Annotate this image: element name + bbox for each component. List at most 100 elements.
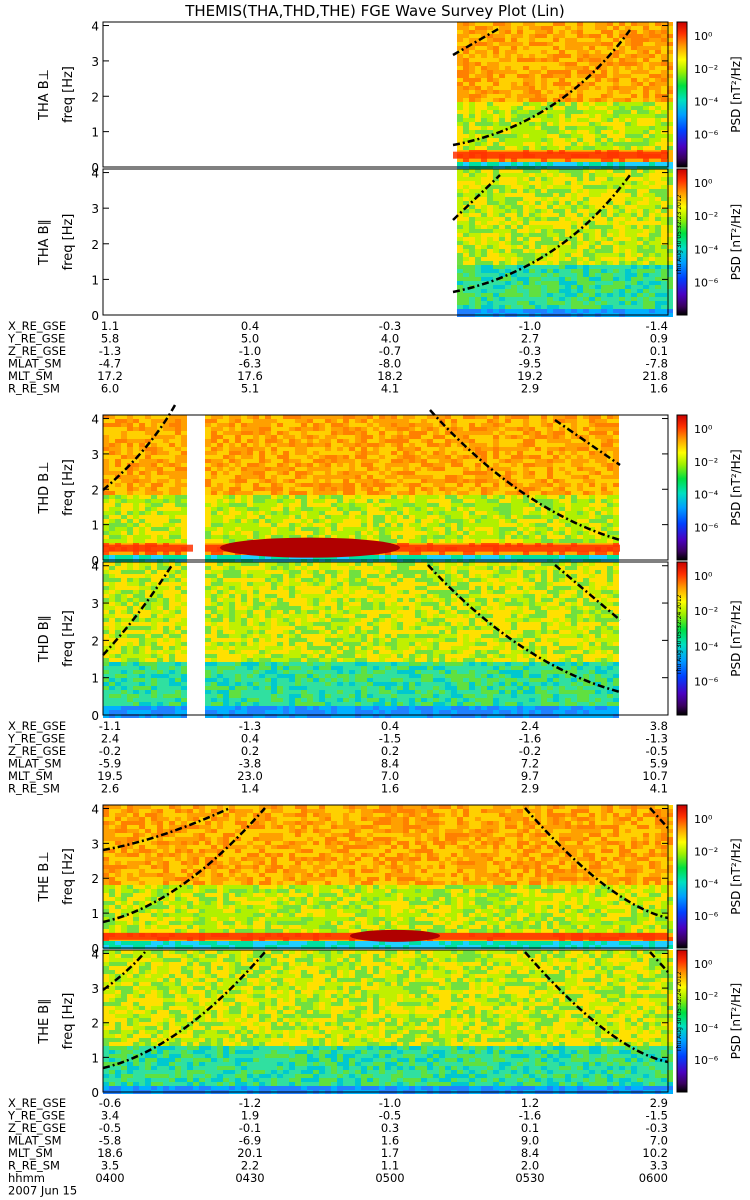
- spectrogram-cell: [565, 70, 571, 74]
- spectrogram-cell: [475, 146, 481, 150]
- spectrogram-cell: [649, 146, 655, 150]
- spectrogram-cell: [667, 86, 673, 90]
- spectrogram-cell: [583, 54, 589, 58]
- spectrogram-cell: [115, 491, 121, 495]
- spectrogram-cell: [529, 201, 535, 205]
- spectrogram-cell: [469, 483, 475, 487]
- spectrogram-cell: [295, 439, 301, 443]
- spectrogram-cell: [565, 102, 571, 106]
- spectrogram-cell: [613, 217, 619, 221]
- spectrogram-cell: [505, 237, 511, 241]
- spectrogram-cell: [217, 467, 223, 471]
- spectrogram-cell: [547, 245, 553, 249]
- spectrogram-cell: [535, 241, 541, 245]
- spectrogram-cell: [343, 439, 349, 443]
- spectrogram-cell: [643, 285, 649, 289]
- spectrogram-cell: [247, 511, 253, 515]
- spectrogram-cell: [403, 507, 409, 511]
- spectrogram-cell: [223, 427, 229, 431]
- spectrogram-cell: [649, 166, 655, 170]
- spectrogram-cell: [607, 58, 613, 62]
- spectrogram-cell: [571, 427, 577, 431]
- spectrogram-cell: [649, 138, 655, 142]
- spectrogram-cell: [241, 443, 247, 447]
- spectrogram-cell: [577, 46, 583, 50]
- spectrogram-cell: [523, 82, 529, 86]
- spectrogram-cell: [475, 42, 481, 46]
- spectrogram-cell: [553, 277, 559, 281]
- spectrogram-cell: [511, 82, 517, 86]
- spectrogram-cell: [529, 106, 535, 110]
- spectrogram-cell: [475, 237, 481, 241]
- spectrogram-cell: [241, 487, 247, 491]
- spectrogram-cell: [505, 138, 511, 142]
- spectrogram-cell: [583, 58, 589, 62]
- spectrogram-cell: [313, 463, 319, 467]
- spectrogram-cell: [433, 467, 439, 471]
- spectrogram-cell: [517, 419, 523, 423]
- spectrogram-cell: [145, 455, 151, 459]
- spectrogram-cell: [541, 459, 547, 463]
- spectrogram-cell: [409, 467, 415, 471]
- spectrogram-cell: [277, 483, 283, 487]
- spectrogram-cell: [403, 415, 409, 419]
- spectrogram-cell: [409, 503, 415, 507]
- spectrogram-cell: [523, 273, 529, 277]
- spectrogram-cell: [589, 431, 595, 435]
- spectrogram-cell: [379, 435, 385, 439]
- spectrogram-cell: [277, 459, 283, 463]
- spectrogram-cell: [607, 86, 613, 90]
- spectrogram-cell: [613, 431, 619, 435]
- spectrogram-cell: [487, 213, 493, 217]
- spectrogram-cell: [589, 162, 595, 166]
- spectrogram-cell: [391, 415, 397, 419]
- spectrogram-cell: [241, 515, 247, 519]
- spectrogram-cell: [559, 50, 565, 54]
- spectrogram-cell: [283, 499, 289, 503]
- spectrogram-cell: [601, 166, 607, 170]
- spectrogram-cell: [631, 269, 637, 273]
- spectrogram-cell: [601, 459, 607, 463]
- spectrogram-cell: [223, 419, 229, 423]
- spectrogram-cell: [589, 26, 595, 30]
- spectrogram-cell: [595, 46, 601, 50]
- spectrogram-cell: [415, 503, 421, 507]
- spectrogram-cell: [577, 475, 583, 479]
- spectrogram-cell: [295, 431, 301, 435]
- spectrogram-cell: [577, 70, 583, 74]
- spectrogram-cell: [601, 305, 607, 309]
- spectrogram-cell: [493, 50, 499, 54]
- spectrogram-cell: [175, 515, 181, 519]
- spectrogram-cell: [433, 471, 439, 475]
- spectrogram-cell: [499, 225, 505, 229]
- spectrogram-cell: [607, 415, 613, 419]
- spectrogram-cell: [271, 519, 277, 523]
- spectrogram-cell: [205, 447, 211, 451]
- spectrogram-cell: [529, 66, 535, 70]
- spectrogram-cell: [169, 483, 175, 487]
- spectrogram-cell: [463, 261, 469, 265]
- spectrogram-cell: [541, 181, 547, 185]
- spectrogram-cell: [115, 427, 121, 431]
- spectrogram-cell: [475, 90, 481, 94]
- spectrogram-cell: [379, 483, 385, 487]
- spectrogram-cell: [547, 114, 553, 118]
- spectrogram-cell: [517, 62, 523, 66]
- spectrogram-cell: [535, 78, 541, 82]
- spectrogram-cell: [433, 515, 439, 519]
- spectrogram-cell: [415, 475, 421, 479]
- spectrogram-cell: [403, 419, 409, 423]
- spectrogram-cell: [535, 185, 541, 189]
- spectrogram-cell: [517, 193, 523, 197]
- spectrogram-cell: [517, 142, 523, 146]
- spectrogram-cell: [271, 479, 277, 483]
- spectrogram-cell: [463, 46, 469, 50]
- spectrogram-cell: [511, 297, 517, 301]
- spectrogram-cell: [409, 495, 415, 499]
- spectrogram-cell: [517, 166, 523, 170]
- spectrogram-cell: [613, 209, 619, 213]
- spectrogram-cell: [607, 293, 613, 297]
- spectrogram-cell: [625, 301, 631, 305]
- spectrogram-cell: [169, 467, 175, 471]
- spectrogram-cell: [517, 213, 523, 217]
